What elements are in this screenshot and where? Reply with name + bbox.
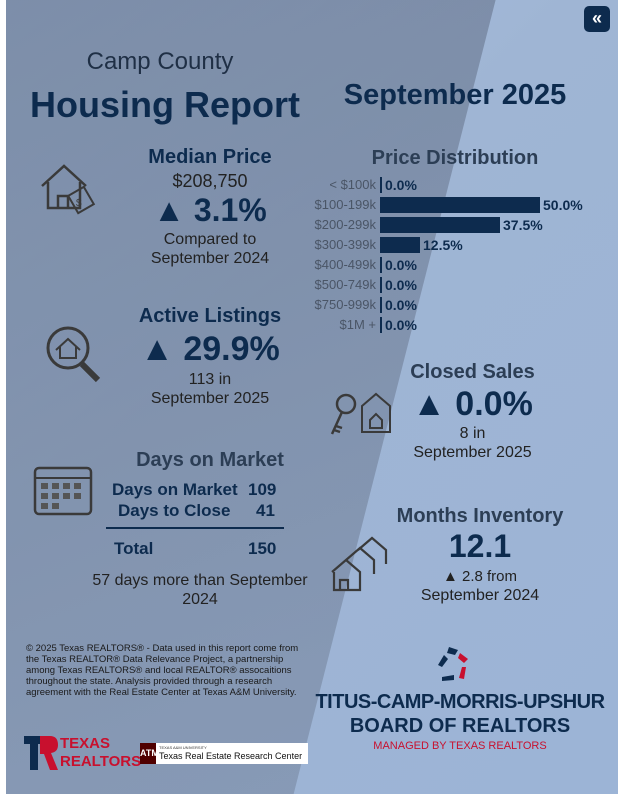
bar-zero-axis	[380, 317, 382, 333]
active-listings-change: ▲ 29.9%	[140, 330, 280, 368]
logo-text-texas: TEXAS	[60, 735, 111, 752]
dom-row-label: Days on Market	[112, 480, 238, 499]
bar-value-label: 50.0%	[543, 197, 583, 213]
bar-row: $400-499k 0.0%	[300, 256, 600, 274]
bar-value-label: 0.0%	[385, 257, 417, 273]
calendar-icon	[33, 466, 93, 516]
dtc-row-label: Days to Close	[118, 501, 231, 520]
dtc-row-value: 41	[256, 501, 275, 520]
closed-sales-count: 8 in	[459, 425, 486, 442]
months-inventory-change: ▲ 2.8 from	[442, 568, 518, 585]
median-price-value: $208,750	[172, 171, 248, 191]
bar-value-label: 0.0%	[385, 177, 417, 193]
report-period: September 2025	[343, 79, 567, 111]
svg-text:$: $	[76, 198, 82, 209]
house-price-icon: $	[41, 164, 96, 215]
dom-row-value: 109	[248, 480, 277, 499]
closed-sales-title: Closed Sales	[410, 361, 535, 383]
house-key-icon	[330, 392, 391, 435]
bar-row: $1M + 0.0%	[300, 316, 600, 334]
closed-sales-change: ▲ 0.0%	[412, 385, 533, 423]
county-name: Camp County	[86, 48, 234, 75]
bar-row: $750-999k 0.0%	[300, 296, 600, 314]
bar-row: $500-749k 0.0%	[300, 276, 600, 294]
median-price-title: Median Price	[148, 146, 272, 168]
total-label: Total	[114, 539, 154, 558]
months-inventory-title: Months Inventory	[396, 505, 564, 527]
bar-value-label: 0.0%	[385, 297, 417, 313]
tamu-center-name: Texas Real Estate Research Center	[159, 751, 303, 761]
bar-value-label: 0.0%	[385, 317, 417, 333]
logo-text-realtors: REALTORS	[60, 753, 142, 770]
bar-row: $300-399k 12.5%	[300, 236, 600, 254]
divider	[106, 527, 284, 529]
days-on-market-title: Days on Market	[136, 449, 284, 471]
bar-category-label: $100-199k	[314, 197, 376, 212]
active-listings-count: 113 in	[188, 371, 232, 388]
page-title: Housing Report	[30, 84, 300, 125]
bar-category-label: $1M +	[339, 317, 377, 332]
months-inventory-value: 12.1	[448, 528, 512, 564]
bar-category-label: $300-399k	[314, 237, 376, 252]
bar-zero-axis	[380, 257, 382, 273]
bar-row: $200-299k 37.5%	[300, 216, 600, 234]
total-value: 150	[248, 539, 277, 558]
bar	[380, 197, 540, 213]
bar-zero-axis	[380, 177, 382, 193]
board-name-line2: BOARD OF REALTORS	[349, 715, 571, 737]
bar	[380, 237, 420, 253]
active-listings-title: Active Listings	[138, 305, 282, 327]
median-price-compare-period: September 2024	[150, 250, 270, 267]
bar-category-label: < $100k	[329, 177, 376, 192]
price-distribution-title: Price Distribution	[371, 147, 539, 169]
bar-row: < $100k 0.0%	[300, 176, 600, 194]
bar	[380, 217, 500, 233]
bar-category-label: $750-999k	[314, 297, 376, 312]
house-search-icon	[46, 326, 101, 383]
bar-zero-axis	[380, 277, 382, 293]
bar-category-label: $500-749k	[314, 277, 376, 292]
disclaimer: © 2025 Texas REALTORS® - Data used in th…	[26, 643, 299, 698]
closed-sales-period: September 2025	[413, 444, 532, 461]
months-inventory-period: September 2024	[420, 587, 540, 604]
board-star-icon	[438, 647, 468, 681]
bar-zero-axis	[380, 297, 382, 313]
median-price-change: ▲ 3.1%	[153, 192, 267, 228]
bar-value-label: 37.5%	[503, 217, 543, 233]
background	[6, 0, 618, 794]
tamu-mark-icon: ATM	[140, 743, 159, 764]
double-chevron-left-icon: «	[591, 8, 602, 28]
board-name-line1: TITUS-CAMP-MORRIS-UPSHUR	[315, 691, 605, 713]
collapse-button[interactable]: «	[584, 6, 610, 32]
dom-note: 57 days more than September 2024	[92, 572, 308, 608]
active-listings-period: September 2025	[150, 390, 270, 407]
texas-realtors-logo: TEXAS REALTORS	[24, 735, 141, 771]
tamu-university: TEXAS A&M UNIVERSITY	[159, 745, 207, 750]
tamu-logo: ATM TEXAS A&M UNIVERSITY Texas Real Estat…	[140, 743, 308, 764]
bar-value-label: 12.5%	[423, 237, 463, 253]
bar-value-label: 0.0%	[385, 277, 417, 293]
houses-icon	[331, 536, 388, 592]
median-price-compare: Compared to	[163, 231, 257, 248]
board-managed-by: MANAGED BY TEXAS REALTORS	[373, 740, 547, 752]
texas-realtors-mark-icon	[24, 736, 58, 770]
bar-row: $100-199k 50.0%	[300, 196, 600, 214]
bar-category-label: $200-299k	[314, 217, 376, 232]
bar-category-label: $400-499k	[314, 257, 376, 272]
